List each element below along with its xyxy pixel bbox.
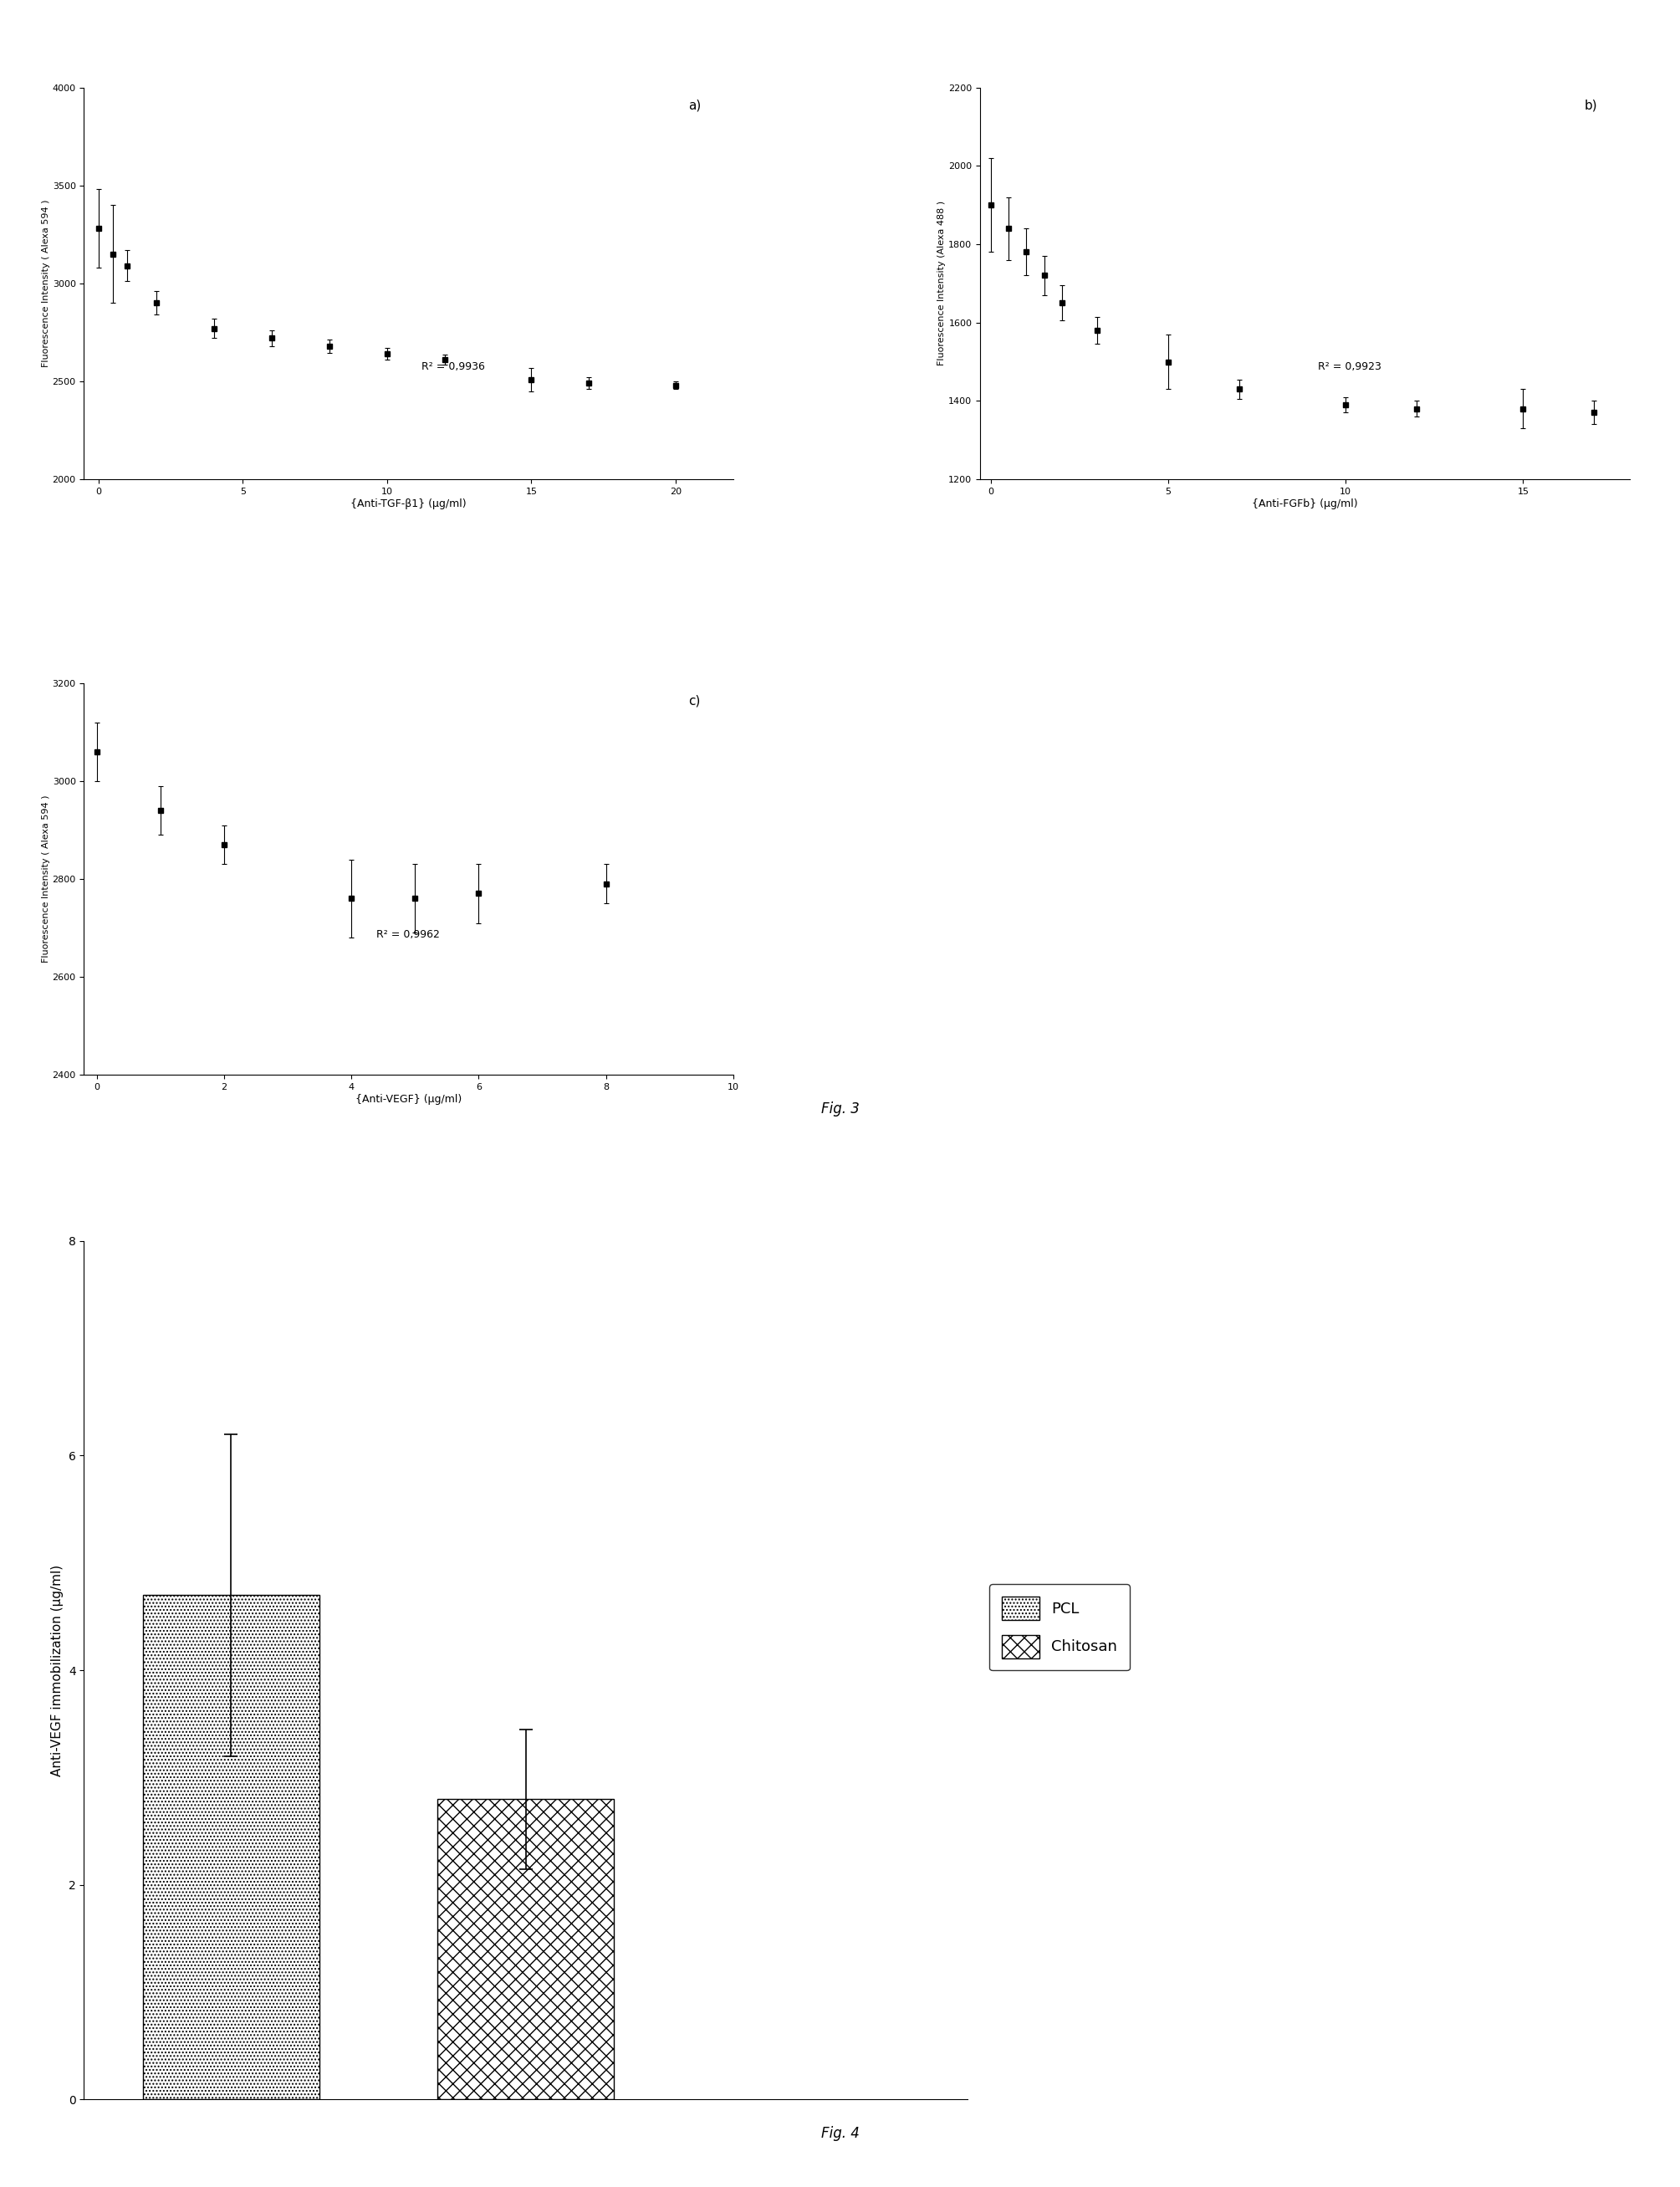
Text: R² = 0,9962: R² = 0,9962 [376, 929, 440, 940]
Text: R² = 0,9923: R² = 0,9923 [1317, 361, 1381, 372]
X-axis label: {Anti-FGFb} (μg/ml): {Anti-FGFb} (μg/ml) [1252, 499, 1357, 510]
Legend: PCL, Chitosan: PCL, Chitosan [990, 1583, 1129, 1671]
Text: c): c) [687, 695, 701, 706]
Text: b): b) [1584, 98, 1598, 112]
Y-axis label: Fluorescence Intensity (Alexa 488 ): Fluorescence Intensity (Alexa 488 ) [937, 201, 946, 365]
Y-axis label: Anti-VEGF immobilization (μg/ml): Anti-VEGF immobilization (μg/ml) [52, 1564, 64, 1776]
Text: Fig. 3: Fig. 3 [822, 1100, 858, 1115]
Y-axis label: Fluorescence Intensity ( Alexa 594 ): Fluorescence Intensity ( Alexa 594 ) [42, 199, 50, 367]
Text: Fig. 4: Fig. 4 [822, 2126, 858, 2141]
Text: a): a) [687, 98, 701, 112]
X-axis label: {Anti-TGF-β1} (μg/ml): {Anti-TGF-β1} (μg/ml) [351, 499, 467, 510]
X-axis label: {Anti-VEGF} (μg/ml): {Anti-VEGF} (μg/ml) [356, 1094, 462, 1104]
Text: R² = 0,9936: R² = 0,9936 [422, 361, 486, 372]
Y-axis label: Fluorescence Intensity ( Alexa 594 ): Fluorescence Intensity ( Alexa 594 ) [42, 796, 50, 962]
Bar [437, 1800, 613, 2100]
Bar [143, 1594, 319, 2100]
